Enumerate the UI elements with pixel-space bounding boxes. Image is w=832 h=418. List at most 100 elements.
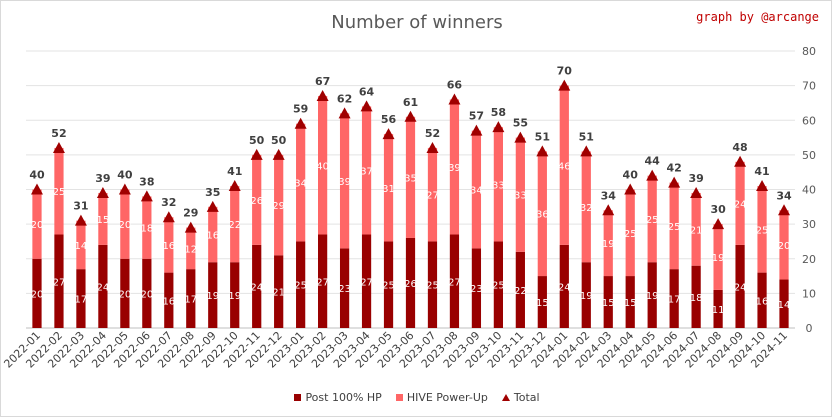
data-label-hive-power-up: 19 [602,239,615,250]
data-label-post-100-hp: 24 [558,282,571,293]
total-marker [382,128,395,140]
total-marker [624,183,637,195]
data-label-hive-power-up: 46 [558,161,571,172]
data-label-post-100-hp: 15 [536,298,549,309]
total-marker [184,221,197,233]
data-label-total: 52 [425,127,440,140]
data-label-post-100-hp: 18 [690,293,703,304]
bar-post-100-hp [735,244,745,328]
y-tick-label: 60 [802,114,816,127]
bar-post-100-hp [361,234,372,328]
total-marker [96,186,109,198]
total-marker [162,211,175,223]
total-marker [294,117,307,129]
data-label-post-100-hp: 19 [228,291,241,302]
total-marker [316,90,329,102]
data-label-total: 42 [667,162,682,175]
data-label-hive-power-up: 25 [624,229,637,240]
data-label-post-100-hp: 25 [294,281,307,292]
data-label-post-100-hp: 19 [206,291,219,302]
bar-post-100-hp [493,241,503,328]
data-label-post-100-hp: 23 [470,284,483,295]
data-label-total: 62 [337,92,352,105]
bar-post-100-hp [625,276,635,328]
total-marker [250,148,263,160]
bar-post-100-hp [449,234,460,328]
total-marker [30,183,43,195]
bar-post-100-hp [186,269,196,328]
data-label-total: 38 [139,175,154,188]
bar-hive-power-up [98,192,108,245]
data-label-post-100-hp: 27 [53,277,66,288]
data-label-total: 34 [776,189,792,202]
data-label-total: 64 [359,85,375,98]
data-label-post-100-hp: 27 [316,277,329,288]
data-label-post-100-hp: 25 [382,281,395,292]
bar-hive-power-up [625,189,635,277]
bar-hive-power-up [581,151,591,263]
data-label-total: 41 [754,165,769,178]
total-marker [734,155,747,167]
legend-label-powerup: HIVE Power-Up [406,391,488,404]
data-label-hive-power-up: 34 [470,186,483,197]
bar-post-100-hp [142,258,152,328]
data-label-hive-power-up: 18 [140,224,153,235]
bar-post-100-hp [252,244,262,328]
data-label-total: 30 [710,203,726,216]
data-label-total: 41 [227,165,242,178]
bar-post-100-hp [54,234,64,328]
total-marker [778,204,791,216]
total-marker [536,145,549,157]
bar-hive-power-up [164,217,174,273]
bar-hive-power-up [537,151,547,277]
data-label-post-100-hp: 14 [778,300,791,311]
data-label-hive-power-up: 25 [756,225,769,236]
data-label-total: 29 [183,207,198,220]
bar-post-100-hp [669,269,679,328]
bar-hive-power-up [603,210,613,277]
y-tick-label: 80 [802,45,816,58]
data-label-total: 70 [557,65,573,78]
data-label-hive-power-up: 31 [382,184,395,195]
y-tick-label: 10 [802,287,816,300]
bar-post-100-hp [164,272,174,328]
y-tick-label: 20 [802,253,816,266]
bar-hive-power-up [296,123,306,242]
bar-hive-power-up [735,161,745,245]
data-label-total: 34 [601,189,617,202]
total-marker [602,204,615,216]
data-label-hive-power-up: 27 [426,191,439,202]
total-marker [404,110,417,122]
total-marker [228,180,241,192]
chart-title: Number of winners [331,12,503,33]
y-tick-label: 40 [802,184,816,197]
data-label-total: 48 [732,141,747,154]
bar-post-100-hp [537,276,547,328]
data-label-hive-power-up: 33 [492,180,505,191]
data-label-post-100-hp: 20 [119,289,132,300]
data-label-total: 50 [271,134,287,147]
bar-post-100-hp [208,262,218,328]
total-marker [272,148,285,160]
bar-hive-power-up [757,186,767,273]
data-label-hive-power-up: 37 [360,166,373,177]
total-marker [558,79,571,91]
legend-item-total: Total [501,391,540,404]
total-marker [756,180,769,192]
total-marker [118,183,131,195]
total-marker [360,100,373,112]
data-label-total: 52 [51,127,66,140]
data-label-post-100-hp: 21 [272,288,285,299]
bar-post-100-hp [318,234,328,328]
bar-post-100-hp [98,244,108,328]
data-label-hive-power-up: 20 [119,220,132,231]
data-label-post-100-hp: 25 [492,281,505,292]
bar-post-100-hp [647,262,657,328]
data-label-total: 35 [205,186,220,199]
bar-post-100-hp [296,241,306,328]
data-label-post-100-hp: 20 [140,289,153,300]
data-label-hive-power-up: 32 [580,203,593,214]
bar-hive-power-up [427,147,438,242]
data-label-post-100-hp: 19 [646,291,659,302]
